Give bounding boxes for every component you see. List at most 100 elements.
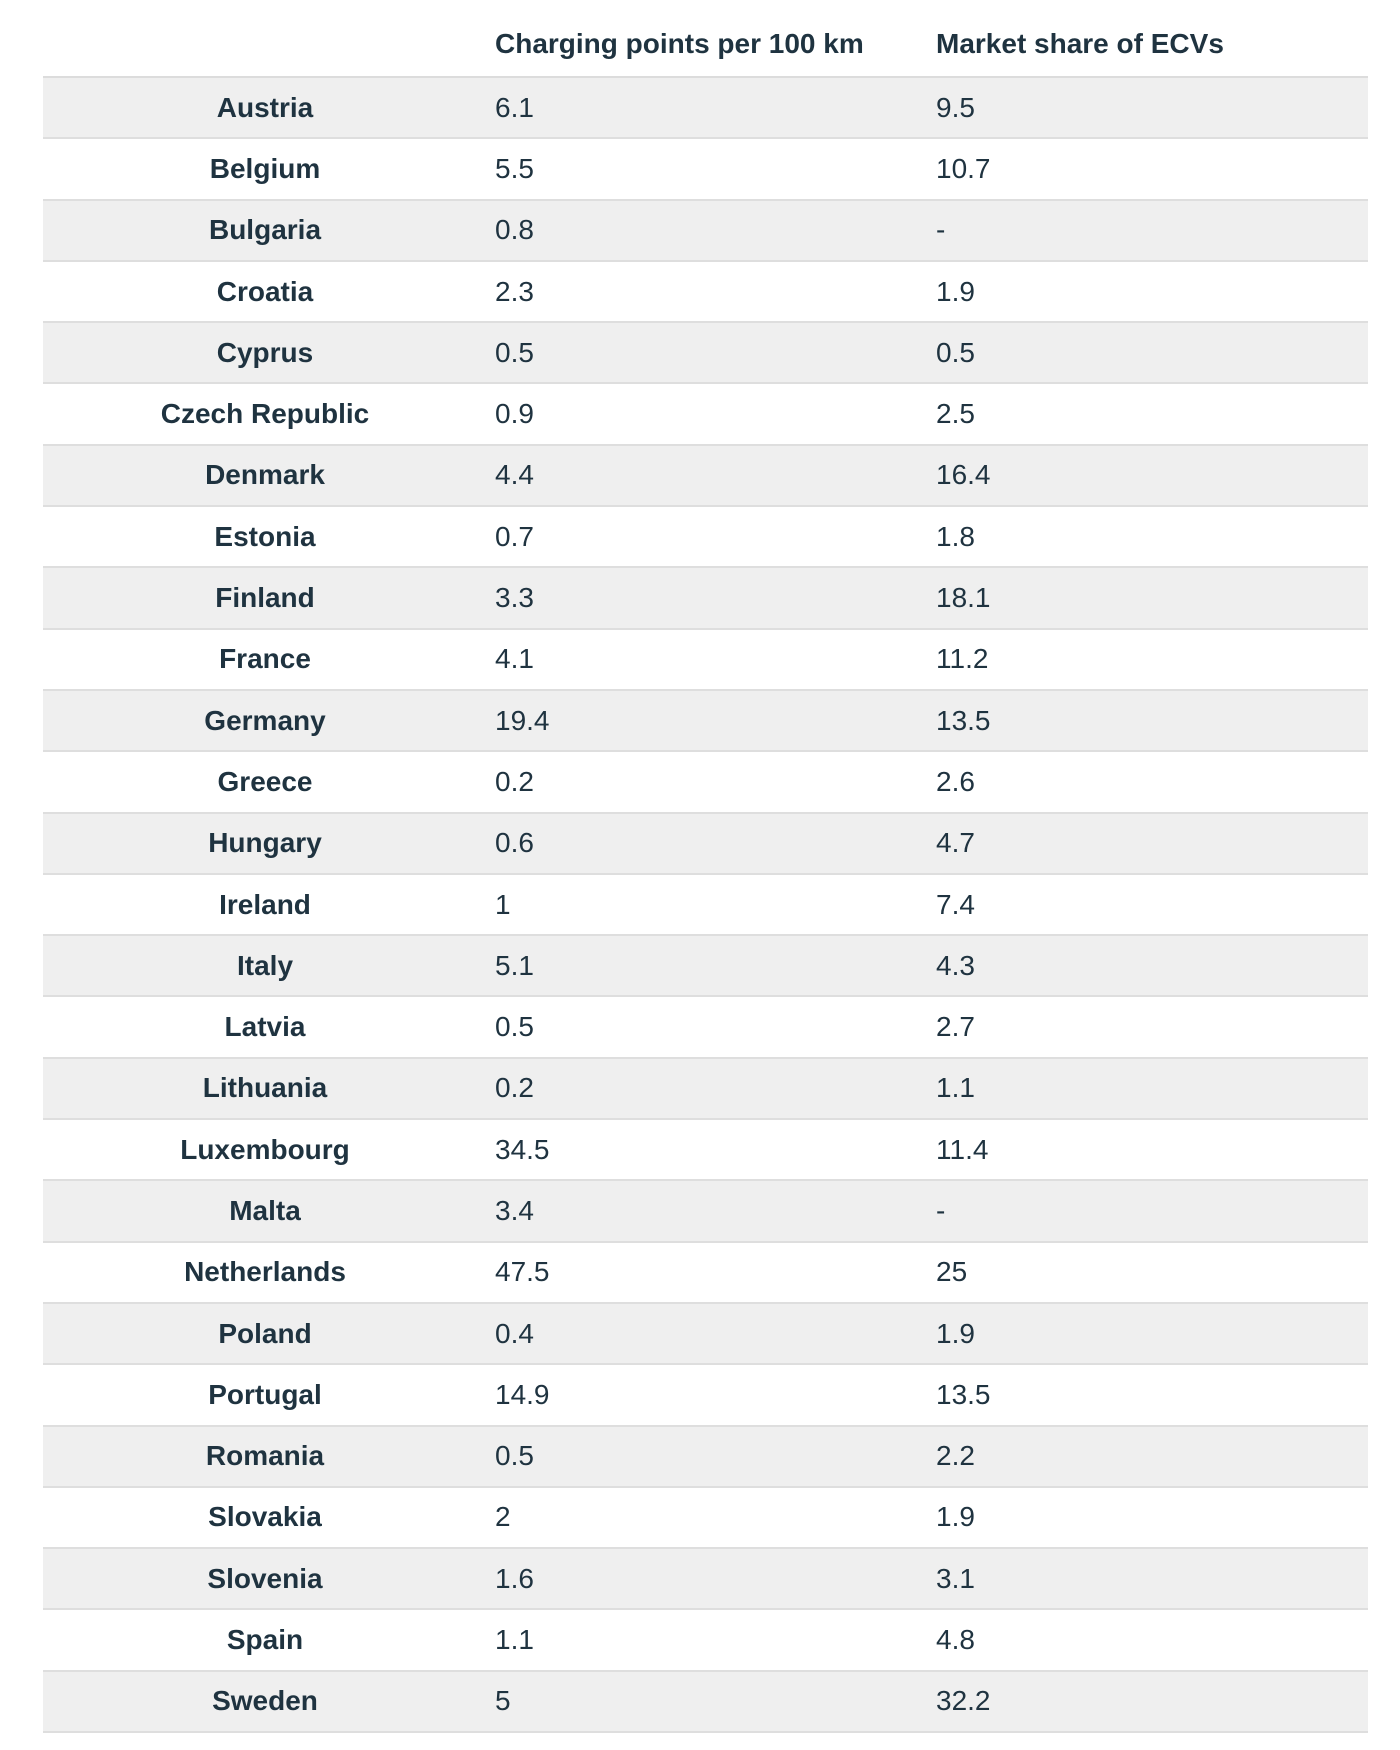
market-share-cell: - [928,199,1368,262]
country-cell: Cyprus [43,322,487,385]
market-share-cell: 10.7 [928,138,1368,201]
country-cell: Portugal [43,1364,487,1427]
table-row: Belgium 5.5 10.7 [43,138,1368,201]
market-share-cell: 13.5 [928,689,1368,753]
charging-points-cell: 0.5 [487,996,928,1059]
market-share-cell: 4.7 [928,812,1368,875]
country-cell: Lithuania [43,1057,487,1121]
charging-points-cell: 34.5 [487,1119,928,1182]
country-cell: Romania [43,1425,487,1488]
charging-points-cell: 5.5 [487,138,928,201]
market-share-cell: 25 [928,1241,1368,1304]
table-row: France 4.1 11.2 [43,628,1368,691]
market-share-cell: 9.5 [928,77,1368,140]
charging-points-cell: 0.9 [487,383,928,446]
charging-points-cell: 5.1 [487,935,928,998]
charging-points-cell: 6.1 [487,77,928,140]
country-cell: Greece [43,751,487,814]
charging-points-table: Charging points per 100 km Market share … [43,12,1368,1734]
table-row: Ireland 1 7.4 [43,873,1368,937]
market-share-cell: 4.3 [928,935,1368,998]
country-cell: Luxembourg [43,1119,487,1182]
data-table-container: Charging points per 100 km Market share … [43,12,1368,1734]
country-cell: Finland [43,567,487,630]
charging-points-cell: 0.5 [487,1425,928,1488]
market-share-cell: 1.8 [928,506,1368,569]
country-cell: Malta [43,1180,487,1243]
country-cell: Ireland [43,873,487,937]
charging-points-cell: 0.4 [487,1302,928,1366]
market-share-cell: 2.2 [928,1425,1368,1488]
country-cell: Spain [43,1609,487,1672]
charging-points-cell: 0.7 [487,506,928,569]
country-cell: Austria [43,77,487,140]
charging-points-cell: 47.5 [487,1241,928,1304]
market-share-cell: 32.2 [928,1670,1368,1734]
country-cell: Croatia [43,260,487,324]
charging-points-cell: 14.9 [487,1364,928,1427]
table-row: Malta 3.4- [43,1180,1368,1243]
charging-points-cell: 2.3 [487,260,928,324]
market-share-cell: 18.1 [928,567,1368,630]
table-row: Bulgaria 0.8- [43,199,1368,262]
country-cell: Belgium [43,138,487,201]
charging-points-cell: 0.2 [487,1057,928,1121]
market-share-cell: 2.6 [928,751,1368,814]
market-share-cell: 4.8 [928,1609,1368,1672]
charging-points-cell: 3.4 [487,1180,928,1243]
table-body: Austria 6.1 9.5 Belgium 5.5 10.7 Bulgaria 0.8- C… [43,77,1368,1734]
table-row: Croatia 2.3 1.9 [43,260,1368,324]
table-row: Greece 0.2 2.6 [43,751,1368,814]
country-cell: Poland [43,1302,487,1366]
table-row: Cyprus 0.5 0.5 [43,322,1368,385]
country-cell: Slovakia [43,1486,487,1550]
charging-points-cell: 0.6 [487,812,928,875]
charging-points-cell: 1.6 [487,1548,928,1611]
charging-points-cell: 1.1 [487,1609,928,1672]
table-row: Slovakia 2 1.9 [43,1486,1368,1550]
table-row: Denmark 4.4 16.4 [43,444,1368,508]
country-cell: Germany [43,689,487,753]
market-share-cell: 2.5 [928,383,1368,446]
country-cell: Netherlands [43,1241,487,1304]
country-cell: Czech Republic [43,383,487,446]
market-share-cell: 3.1 [928,1548,1368,1611]
table-row: Austria 6.1 9.5 [43,77,1368,140]
table-row: Hungary 0.6 4.7 [43,812,1368,875]
country-cell: Sweden [43,1670,487,1734]
market-share-cell: 2.7 [928,996,1368,1059]
charging-points-cell: 5 [487,1670,928,1734]
charging-points-cell: 0.8 [487,199,928,262]
table-row: Germany 19.4 13.5 [43,689,1368,753]
charging-points-cell: 0.2 [487,751,928,814]
market-share-cell: 1.9 [928,1486,1368,1550]
market-share-cell: 11.2 [928,628,1368,691]
column-header-charging-points: Charging points per 100 km [487,12,928,78]
country-cell: Hungary [43,812,487,875]
country-cell: Slovenia [43,1548,487,1611]
charging-points-cell: 4.1 [487,628,928,691]
market-share-cell: 1.1 [928,1057,1368,1121]
charging-points-cell: 19.4 [487,689,928,753]
charging-points-cell: 3.3 [487,567,928,630]
table-row: Finland 3.3 18.1 [43,567,1368,630]
table-row: Netherlands 47.5 25 [43,1241,1368,1304]
table-row: Lithuania 0.2 1.1 [43,1057,1368,1121]
market-share-cell: 1.9 [928,1302,1368,1366]
charging-points-cell: 4.4 [487,444,928,508]
table-row: Estonia 0.7 1.8 [43,506,1368,569]
table-row: Sweden 5 32.2 [43,1670,1368,1734]
market-share-cell: 13.5 [928,1364,1368,1427]
market-share-cell: 1.9 [928,260,1368,324]
column-header-market-share: Market share of ECVs [928,12,1368,78]
table-header: Charging points per 100 km Market share … [43,12,1368,78]
country-cell: Latvia [43,996,487,1059]
table-row: Poland 0.4 1.9 [43,1302,1368,1366]
table-row: Romania 0.5 2.2 [43,1425,1368,1488]
table-row: Luxembourg 34.5 11.4 [43,1119,1368,1182]
market-share-cell: 16.4 [928,444,1368,508]
country-cell: France [43,628,487,691]
market-share-cell: - [928,1180,1368,1243]
market-share-cell: 11.4 [928,1119,1368,1182]
country-cell: Italy [43,935,487,998]
